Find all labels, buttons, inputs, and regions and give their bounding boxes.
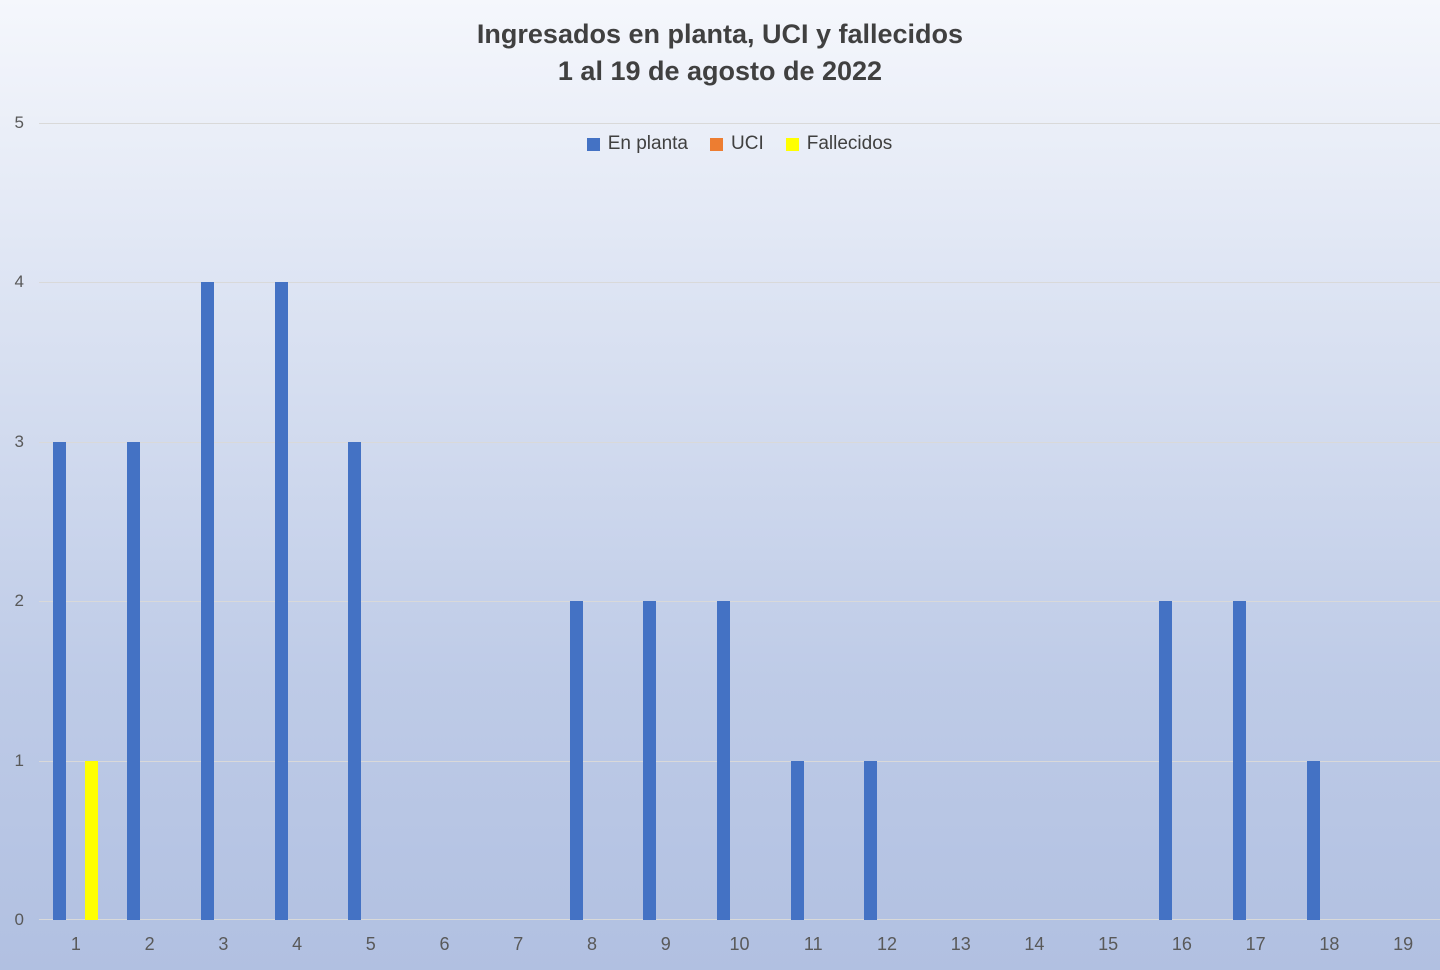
category-group-day-3 xyxy=(186,123,260,920)
bar-en-planta-day-4 xyxy=(274,282,288,920)
category-group-day-14 xyxy=(998,123,1072,920)
legend-item-fallecidos: Fallecidos xyxy=(785,133,893,155)
chart-title-block: Ingresados en planta, UCI y fallecidos 1… xyxy=(0,16,1440,90)
legend-item-uci: UCI xyxy=(710,133,764,155)
gridline-y-0 xyxy=(39,919,1440,920)
category-group-day-19 xyxy=(1366,123,1440,920)
gridline-y-1 xyxy=(39,760,1440,762)
chart-subtitle: 1 al 19 de agosto de 2022 xyxy=(557,56,883,86)
x-tick-label-19: 19 xyxy=(1393,934,1414,954)
x-tick-label-14: 14 xyxy=(1024,934,1045,954)
x-tick-label-18: 18 xyxy=(1319,934,1340,954)
bar-en-planta-day-11 xyxy=(790,760,804,920)
bar-en-planta-day-8 xyxy=(569,601,583,920)
bar-en-planta-day-18 xyxy=(1306,760,1320,920)
legend-item-en-planta: En planta xyxy=(586,133,688,155)
y-tick-label-3: 3 xyxy=(14,431,24,451)
legend-label-uci: UCI xyxy=(731,133,764,154)
x-tick-label-5: 5 xyxy=(365,934,376,954)
x-tick-label-3: 3 xyxy=(218,934,229,954)
plot-area xyxy=(39,123,1440,920)
legend-swatch-uci xyxy=(710,137,723,151)
x-tick-label-12: 12 xyxy=(876,934,897,954)
x-tick-label-10: 10 xyxy=(729,934,750,954)
chart-title: Ingresados en planta, UCI y fallecidos xyxy=(476,19,964,49)
bar-en-planta-day-5 xyxy=(348,441,362,920)
x-tick-label-17: 17 xyxy=(1245,934,1266,954)
bar-en-planta-day-16 xyxy=(1159,601,1173,920)
bar-en-planta-day-10 xyxy=(716,601,730,920)
category-group-day-7 xyxy=(481,123,555,920)
x-tick-label-2: 2 xyxy=(144,934,155,954)
category-group-day-4 xyxy=(260,123,334,920)
category-group-day-5 xyxy=(334,123,408,920)
gridline-y-3 xyxy=(39,441,1440,443)
legend-swatch-fallecidos xyxy=(785,137,799,151)
category-group-day-8 xyxy=(555,123,629,920)
category-group-day-12 xyxy=(850,123,924,920)
x-tick-label-8: 8 xyxy=(587,934,598,954)
x-tick-label-6: 6 xyxy=(439,934,450,954)
bar-en-planta-day-12 xyxy=(864,760,878,920)
gridline-y-4 xyxy=(39,282,1440,284)
x-tick-label-16: 16 xyxy=(1171,934,1192,954)
category-group-day-18 xyxy=(1293,123,1367,920)
category-group-day-1 xyxy=(39,123,113,920)
category-group-day-13 xyxy=(924,123,998,920)
x-tick-label-9: 9 xyxy=(660,934,671,954)
category-group-day-15 xyxy=(1071,123,1145,920)
legend: En planta UCI Fallecidos xyxy=(39,133,1440,155)
legend-swatch-en-planta xyxy=(586,137,600,151)
x-tick-label-7: 7 xyxy=(513,934,524,954)
bar-en-planta-day-2 xyxy=(127,441,141,920)
category-group-day-17 xyxy=(1219,123,1293,920)
category-group-day-10 xyxy=(703,123,777,920)
category-group-day-16 xyxy=(1145,123,1219,920)
bar-en-planta-day-1 xyxy=(53,441,67,920)
x-tick-label-13: 13 xyxy=(950,934,971,954)
legend-label-fallecidos: Fallecidos xyxy=(806,133,893,154)
y-tick-label-1: 1 xyxy=(14,750,24,770)
bar-en-planta-day-9 xyxy=(643,601,657,920)
bar-en-planta-day-3 xyxy=(200,282,214,920)
category-group-day-2 xyxy=(113,123,187,920)
legend-label-en-planta: En planta xyxy=(607,133,688,154)
y-tick-label-2: 2 xyxy=(14,591,24,611)
x-tick-label-15: 15 xyxy=(1098,934,1119,954)
bar-en-planta-day-17 xyxy=(1233,601,1247,920)
x-tick-label-1: 1 xyxy=(70,934,81,954)
gridline-y-5 xyxy=(39,123,1440,124)
category-group-day-9 xyxy=(629,123,703,920)
x-axis-labels: 1 2 3 4 5 6 7 8 9 10 11 12 13 14 15 16 17 18 19 xyxy=(39,930,1440,962)
x-tick-label-4: 4 xyxy=(292,934,303,954)
x-tick-label-11: 11 xyxy=(803,934,823,954)
y-tick-label-4: 4 xyxy=(14,272,24,292)
bar-fallecidos-day-1 xyxy=(85,760,99,920)
y-tick-label-5: 5 xyxy=(14,113,24,132)
gridline-y-2 xyxy=(39,601,1440,603)
category-group-day-6 xyxy=(408,123,482,920)
y-tick-label-0: 0 xyxy=(14,910,24,929)
category-group-day-11 xyxy=(776,123,850,920)
y-axis-labels: 0 1 2 3 4 5 xyxy=(0,113,28,929)
